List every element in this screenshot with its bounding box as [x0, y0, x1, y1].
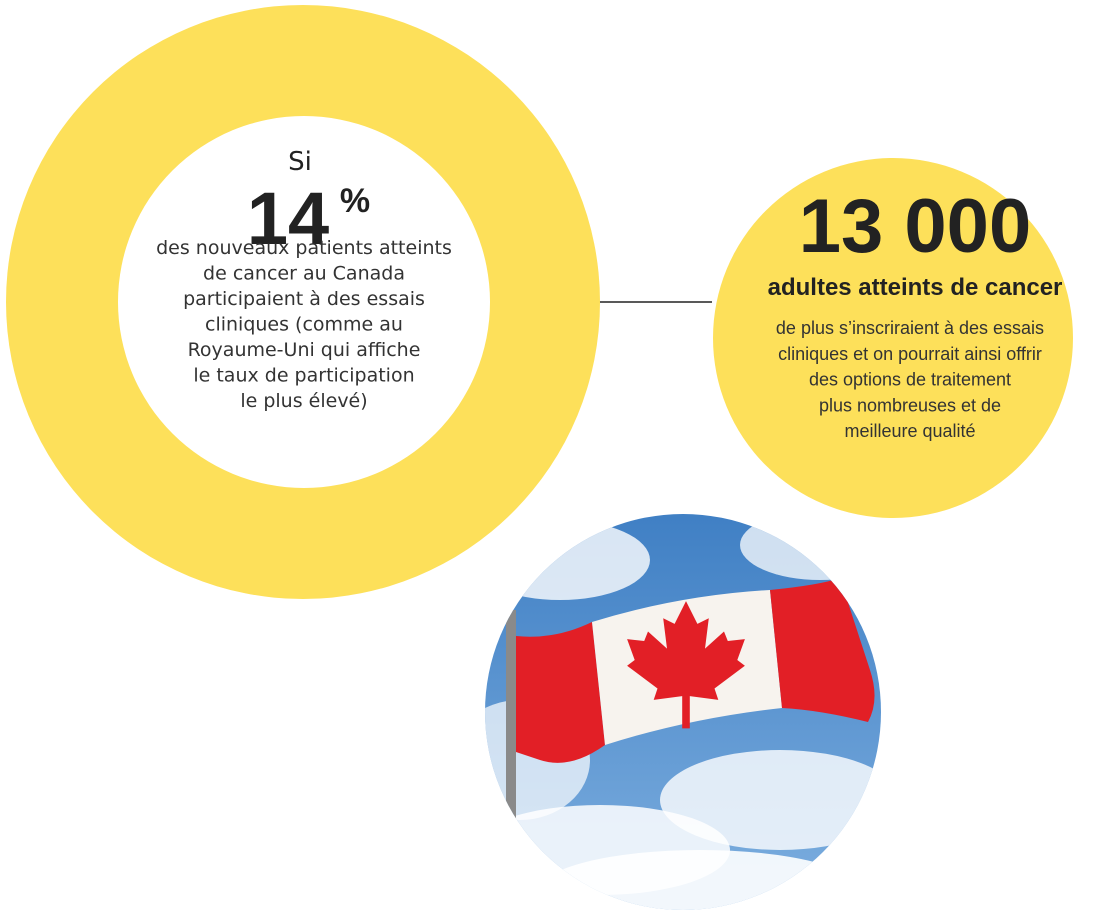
body-line: des nouveaux patients atteints — [156, 237, 452, 259]
text-block: des nouveaux patients atteints de cancer … — [156, 237, 1044, 441]
body-line: meilleure qualité — [844, 421, 975, 441]
body-line: Royaume-Uni qui affiche — [188, 339, 421, 361]
body-line: de cancer au Canada — [203, 263, 405, 285]
body-line: de plus s’inscriraient à des essais — [776, 318, 1044, 338]
body-line: le plus élevé) — [240, 390, 367, 412]
body-line: plus nombreuses et de — [819, 395, 1001, 415]
body-line: participaient à des essais — [183, 288, 425, 310]
body-line: des options de traitement — [809, 370, 1011, 390]
big-number: 14 — [247, 177, 329, 260]
body-line: cliniques et on pourrait ainsi offrir — [778, 344, 1042, 364]
flag-photo — [485, 514, 881, 910]
body-line: le taux de participation — [193, 365, 414, 387]
left-inner — [118, 116, 490, 488]
body-line: cliniques (comme au — [205, 314, 403, 336]
right-circle — [713, 158, 1073, 518]
headline: adultes atteints de cancer — [768, 274, 1063, 301]
big-number: 13 000 — [799, 184, 1031, 269]
unit: % — [340, 182, 370, 220]
intro: Si — [288, 147, 312, 177]
